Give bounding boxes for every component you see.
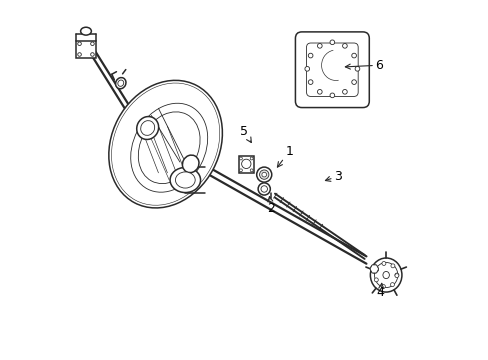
Ellipse shape: [130, 103, 207, 192]
Bar: [76, 41, 96, 58]
Circle shape: [317, 44, 322, 48]
Ellipse shape: [175, 172, 195, 188]
Text: 5: 5: [240, 125, 251, 143]
Text: 1: 1: [277, 145, 293, 167]
Polygon shape: [369, 265, 378, 273]
Circle shape: [239, 157, 242, 160]
Circle shape: [351, 53, 356, 58]
Ellipse shape: [81, 27, 91, 35]
Circle shape: [90, 53, 94, 56]
Circle shape: [307, 53, 312, 58]
Ellipse shape: [182, 155, 199, 173]
Ellipse shape: [170, 167, 200, 193]
Ellipse shape: [374, 262, 397, 288]
Ellipse shape: [141, 121, 154, 135]
Circle shape: [78, 53, 81, 56]
Circle shape: [394, 273, 398, 277]
Text: 3: 3: [325, 170, 341, 183]
Text: 6: 6: [345, 59, 382, 72]
Circle shape: [390, 283, 394, 287]
Circle shape: [342, 90, 346, 94]
Ellipse shape: [258, 183, 270, 195]
Circle shape: [374, 268, 378, 272]
Circle shape: [307, 80, 312, 85]
Circle shape: [90, 42, 94, 45]
Text: 2: 2: [267, 197, 275, 215]
Ellipse shape: [256, 167, 271, 182]
FancyBboxPatch shape: [295, 32, 368, 108]
Circle shape: [329, 40, 334, 45]
Circle shape: [239, 169, 242, 172]
Ellipse shape: [118, 80, 123, 86]
Circle shape: [390, 264, 394, 268]
Ellipse shape: [137, 117, 158, 139]
Circle shape: [394, 274, 398, 278]
Circle shape: [250, 169, 253, 172]
Circle shape: [381, 261, 385, 265]
Ellipse shape: [138, 112, 200, 184]
Circle shape: [317, 90, 322, 94]
Ellipse shape: [115, 78, 126, 89]
Ellipse shape: [262, 172, 266, 177]
Circle shape: [374, 278, 378, 282]
Ellipse shape: [382, 271, 388, 279]
Ellipse shape: [370, 265, 377, 273]
Circle shape: [354, 67, 359, 71]
Ellipse shape: [369, 258, 401, 292]
Text: 4: 4: [376, 283, 384, 300]
Ellipse shape: [109, 80, 222, 208]
Circle shape: [351, 80, 356, 85]
Circle shape: [78, 42, 81, 45]
FancyBboxPatch shape: [306, 43, 357, 96]
Circle shape: [381, 284, 385, 288]
Ellipse shape: [259, 170, 268, 179]
Circle shape: [250, 157, 253, 160]
Circle shape: [329, 93, 334, 98]
Circle shape: [305, 67, 309, 71]
Ellipse shape: [261, 186, 267, 192]
Ellipse shape: [241, 159, 250, 168]
Circle shape: [342, 44, 346, 48]
FancyBboxPatch shape: [238, 156, 253, 173]
